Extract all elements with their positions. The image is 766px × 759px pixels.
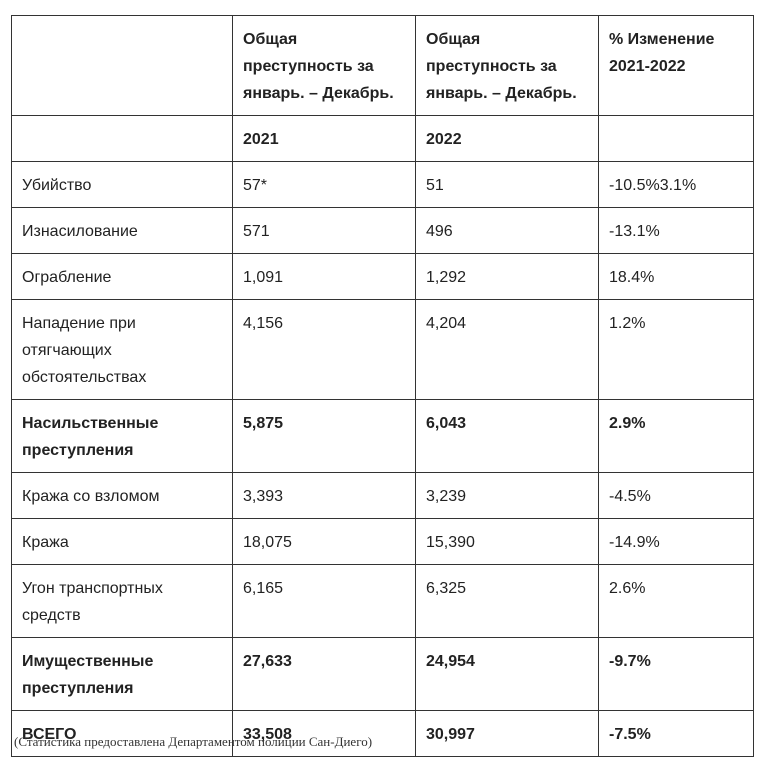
table-cell: 2.9% — [598, 399, 754, 473]
table-cell: 18.4% — [598, 253, 754, 300]
table-cell: 2021 — [232, 115, 416, 162]
table-cell: 6,165 — [232, 564, 416, 638]
table-cell: 6,325 — [415, 564, 599, 638]
table-row: Убийство 57* 51 -10.5%3.1% — [11, 161, 754, 208]
table-row: Общая преступность за январь. – Декабрь.… — [11, 15, 754, 116]
table-cell: 3,393 — [232, 472, 416, 519]
table-cell: 30,997 — [415, 710, 599, 757]
table-cell: Изнасилование — [11, 207, 233, 254]
table-cell: 51 — [415, 161, 599, 208]
table-cell — [11, 15, 233, 116]
table-cell: Убийство — [11, 161, 233, 208]
table-cell: Ограбление — [11, 253, 233, 300]
table-cell: 18,075 — [232, 518, 416, 565]
table-cell: -7.5% — [598, 710, 754, 757]
table-cell: 1,292 — [415, 253, 599, 300]
table-cell: -4.5% — [598, 472, 754, 519]
table-cell: 2022 — [415, 115, 599, 162]
table-cell: Имущественные преступления — [11, 637, 233, 711]
table-cell — [11, 115, 233, 162]
table-cell: 3,239 — [415, 472, 599, 519]
table-cell: ВСЕГО — [11, 710, 233, 757]
table-cell: 24,954 — [415, 637, 599, 711]
table-cell: 33,508 — [232, 710, 416, 757]
table-row: Угон транспортных средств 6,165 6,325 2.6% — [11, 564, 754, 638]
table-row: Изнасилование 571 496 -13.1% — [11, 207, 754, 254]
table-cell: -14.9% — [598, 518, 754, 565]
table-cell: 4,204 — [415, 299, 599, 400]
table-cell: 4,156 — [232, 299, 416, 400]
table-cell: 496 — [415, 207, 599, 254]
table-cell: Общая преступность за январь. – Декабрь. — [232, 15, 416, 116]
table-cell: Угон транспортных средств — [11, 564, 233, 638]
table-row: Кража 18,075 15,390 -14.9% — [11, 518, 754, 565]
table-cell — [598, 115, 754, 162]
table-row: Насильственные преступления 5,875 6,043 2.9… — [11, 399, 754, 473]
table-cell: 2.6% — [598, 564, 754, 638]
table-cell: -13.1% — [598, 207, 754, 254]
table-cell: 571 — [232, 207, 416, 254]
table-cell: Насильственные преступления — [11, 399, 233, 473]
crime-table: Общая преступность за январь. – Декабрь.… — [11, 15, 754, 757]
table-cell: 5,875 — [232, 399, 416, 473]
table-row: Имущественные преступления 27,633 24,954 -9… — [11, 637, 754, 711]
table-row: Кража со взломом 3,393 3,239 -4.5% — [11, 472, 754, 519]
table-cell: % Изменение 2021-2022 — [598, 15, 754, 116]
table-cell: 1,091 — [232, 253, 416, 300]
table-cell: Общая преступность за январь. – Декабрь. — [415, 15, 599, 116]
table-cell: -9.7% — [598, 637, 754, 711]
table-row: 2021 2022 — [11, 115, 754, 162]
table-cell: 27,633 — [232, 637, 416, 711]
table-cell: -10.5%3.1% — [598, 161, 754, 208]
table-cell: 15,390 — [415, 518, 599, 565]
table-row: ВСЕГО 33,508 30,997 -7.5% — [11, 710, 754, 757]
table-cell: 57* — [232, 161, 416, 208]
table-row: Ограбление 1,091 1,292 18.4% — [11, 253, 754, 300]
table-cell: 6,043 — [415, 399, 599, 473]
footnote: (Статистика предоставлена Департаментом … — [14, 734, 373, 749]
table-cell: Кража — [11, 518, 233, 565]
table-cell: 1.2% — [598, 299, 754, 400]
table-cell: Кража со взломом — [11, 472, 233, 519]
table-cell: Нападение при отягчающих обстоятельствах — [11, 299, 233, 400]
table-row: Нападение при отягчающих обстоятельствах… — [11, 299, 754, 400]
